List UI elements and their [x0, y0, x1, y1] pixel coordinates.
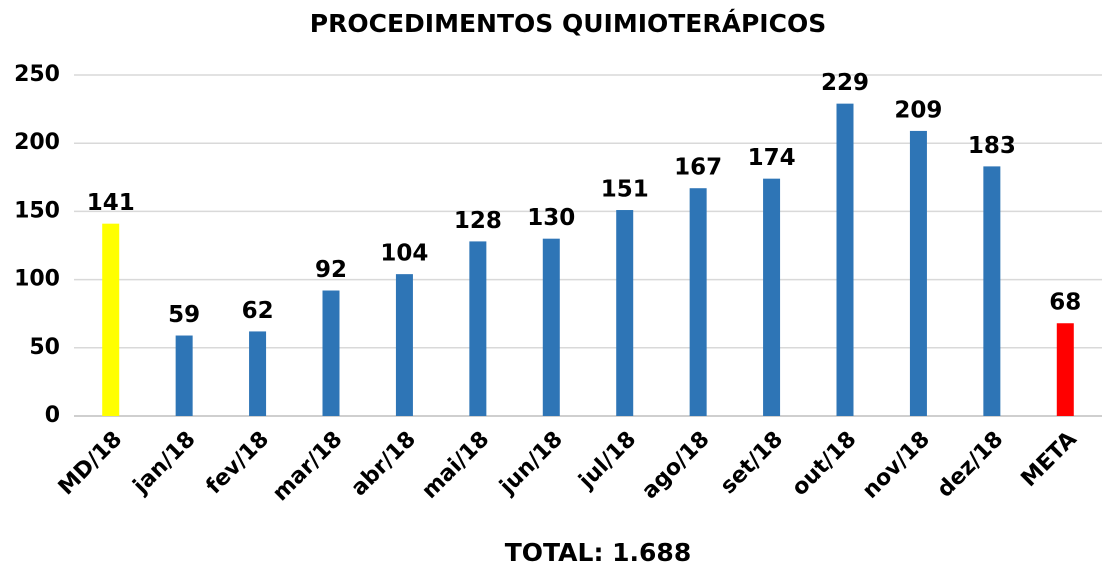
x-tick-label: jul/18: [574, 427, 641, 494]
x-tick-label: MD/18: [54, 427, 127, 500]
data-label: 151: [601, 177, 649, 203]
bar: [175, 335, 193, 416]
x-tick-label: abr/18: [347, 427, 421, 501]
bar: [836, 103, 854, 417]
bar: [395, 274, 413, 416]
bar: [763, 178, 781, 416]
y-tick-label: 0: [45, 403, 60, 428]
data-label: 174: [748, 145, 796, 171]
x-tick-label: set/18: [716, 427, 788, 499]
bar: [469, 241, 487, 416]
x-tick-label: dez/18: [933, 427, 1009, 503]
data-label: 104: [380, 241, 428, 267]
data-label: 68: [1049, 290, 1081, 316]
chart-title: PROCEDIMENTOS QUIMIOTERÁPICOS: [310, 9, 826, 38]
x-tick-label: jun/18: [495, 427, 568, 500]
y-tick-label: 100: [14, 267, 60, 292]
bar: [322, 290, 340, 416]
y-tick-label: 150: [14, 198, 60, 223]
bar: [909, 130, 927, 416]
y-tick-label: 250: [14, 62, 60, 87]
bar: [616, 210, 634, 416]
x-tick-label: ago/18: [637, 427, 714, 504]
data-label: 92: [315, 257, 347, 283]
x-tick-label: jan/18: [128, 427, 201, 500]
data-label: 167: [674, 155, 722, 181]
data-label: 130: [527, 205, 575, 231]
data-label: 183: [968, 133, 1016, 159]
y-tick-label: 200: [14, 130, 60, 155]
bar: [542, 238, 560, 416]
x-tick-label: out/18: [787, 427, 861, 501]
bar: [249, 331, 267, 416]
x-tick-label: nov/18: [858, 427, 935, 504]
bar: [983, 166, 1001, 416]
x-axis-label: TOTAL: 1.688: [505, 538, 691, 567]
data-label: 209: [894, 97, 942, 123]
data-label: 62: [242, 298, 274, 324]
x-tick-label: fev/18: [202, 427, 274, 499]
bar: [689, 188, 707, 416]
data-label: 59: [168, 302, 200, 328]
bar: [1056, 323, 1074, 416]
x-tick-label: mai/18: [417, 427, 494, 504]
data-label: 141: [87, 190, 135, 216]
data-label: 128: [454, 208, 502, 234]
bar: [102, 223, 120, 416]
x-tick-label: META: [1017, 427, 1082, 492]
data-label: 229: [821, 70, 869, 96]
y-tick-label: 50: [29, 335, 60, 360]
x-tick-label: mar/18: [268, 427, 347, 506]
